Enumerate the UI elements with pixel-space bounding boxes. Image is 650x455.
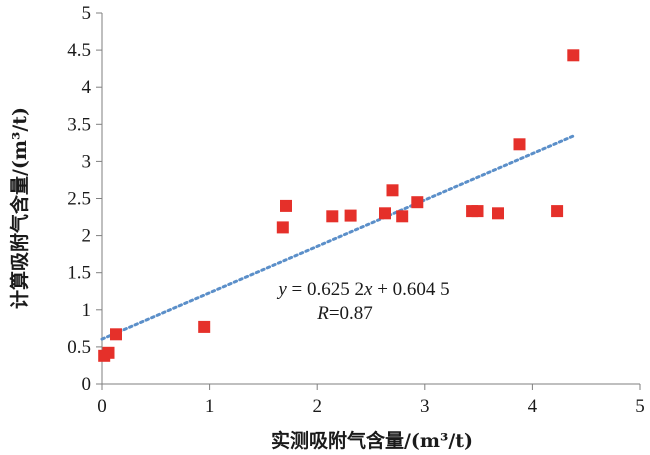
data-point	[198, 320, 211, 333]
data-point	[379, 207, 391, 220]
x-tick-label: 3	[420, 396, 430, 417]
data-point	[411, 196, 424, 209]
y-tick-label: 1	[82, 300, 92, 321]
trendline	[100, 134, 575, 341]
y-tick-label: 2	[82, 226, 92, 247]
correlation-coefficient: R=0.87	[316, 303, 373, 324]
x-tick-label: 2	[312, 396, 322, 417]
data-point	[102, 346, 115, 359]
data-point	[344, 209, 357, 222]
x-tick-label: 4	[528, 396, 538, 417]
data-point	[386, 184, 399, 197]
x-axis-title: 实测吸附气含量/(m³/t)	[271, 429, 473, 452]
x-tick-label: 5	[635, 396, 645, 417]
data-point	[396, 210, 409, 223]
data-point	[110, 328, 122, 341]
data-point	[513, 138, 526, 151]
x-tick-label: 0	[97, 396, 107, 417]
y-tick-label: 3.5	[67, 114, 91, 135]
y-tick-label: 5	[82, 3, 92, 24]
y-tick-label: 1.5	[67, 263, 91, 284]
plot-area: 0 0.5 1 1.5 2 2.5 3 3.5 4 4.5 5 0 1 2 3 4 5	[67, 3, 645, 417]
data-point	[492, 207, 504, 220]
y-tick-label: 4	[82, 77, 92, 98]
data-point	[280, 199, 292, 212]
regression-equation: y = 0.625 2x + 0.604 5	[276, 279, 449, 300]
data-point	[326, 210, 339, 223]
y-tick-label: 0.5	[67, 337, 91, 358]
y-tick-label: 3	[82, 151, 92, 172]
y-axis-ticks: 0 0.5 1 1.5 2 2.5 3 3.5 4 4.5 5	[67, 3, 102, 395]
x-axis-ticks: 0 1 2 3 4 5	[97, 384, 645, 417]
data-points	[98, 49, 580, 362]
y-tick-label: 2.5	[67, 189, 91, 210]
y-tick-label: 0	[82, 374, 92, 395]
y-tick-label: 4.5	[67, 40, 91, 61]
y-axis-title: 计算吸附气含量/(m³/t)	[8, 107, 31, 309]
x-tick-label: 1	[205, 396, 215, 417]
data-point	[276, 221, 289, 234]
data-point	[471, 205, 484, 218]
data-point	[551, 205, 564, 218]
data-point	[567, 49, 580, 62]
